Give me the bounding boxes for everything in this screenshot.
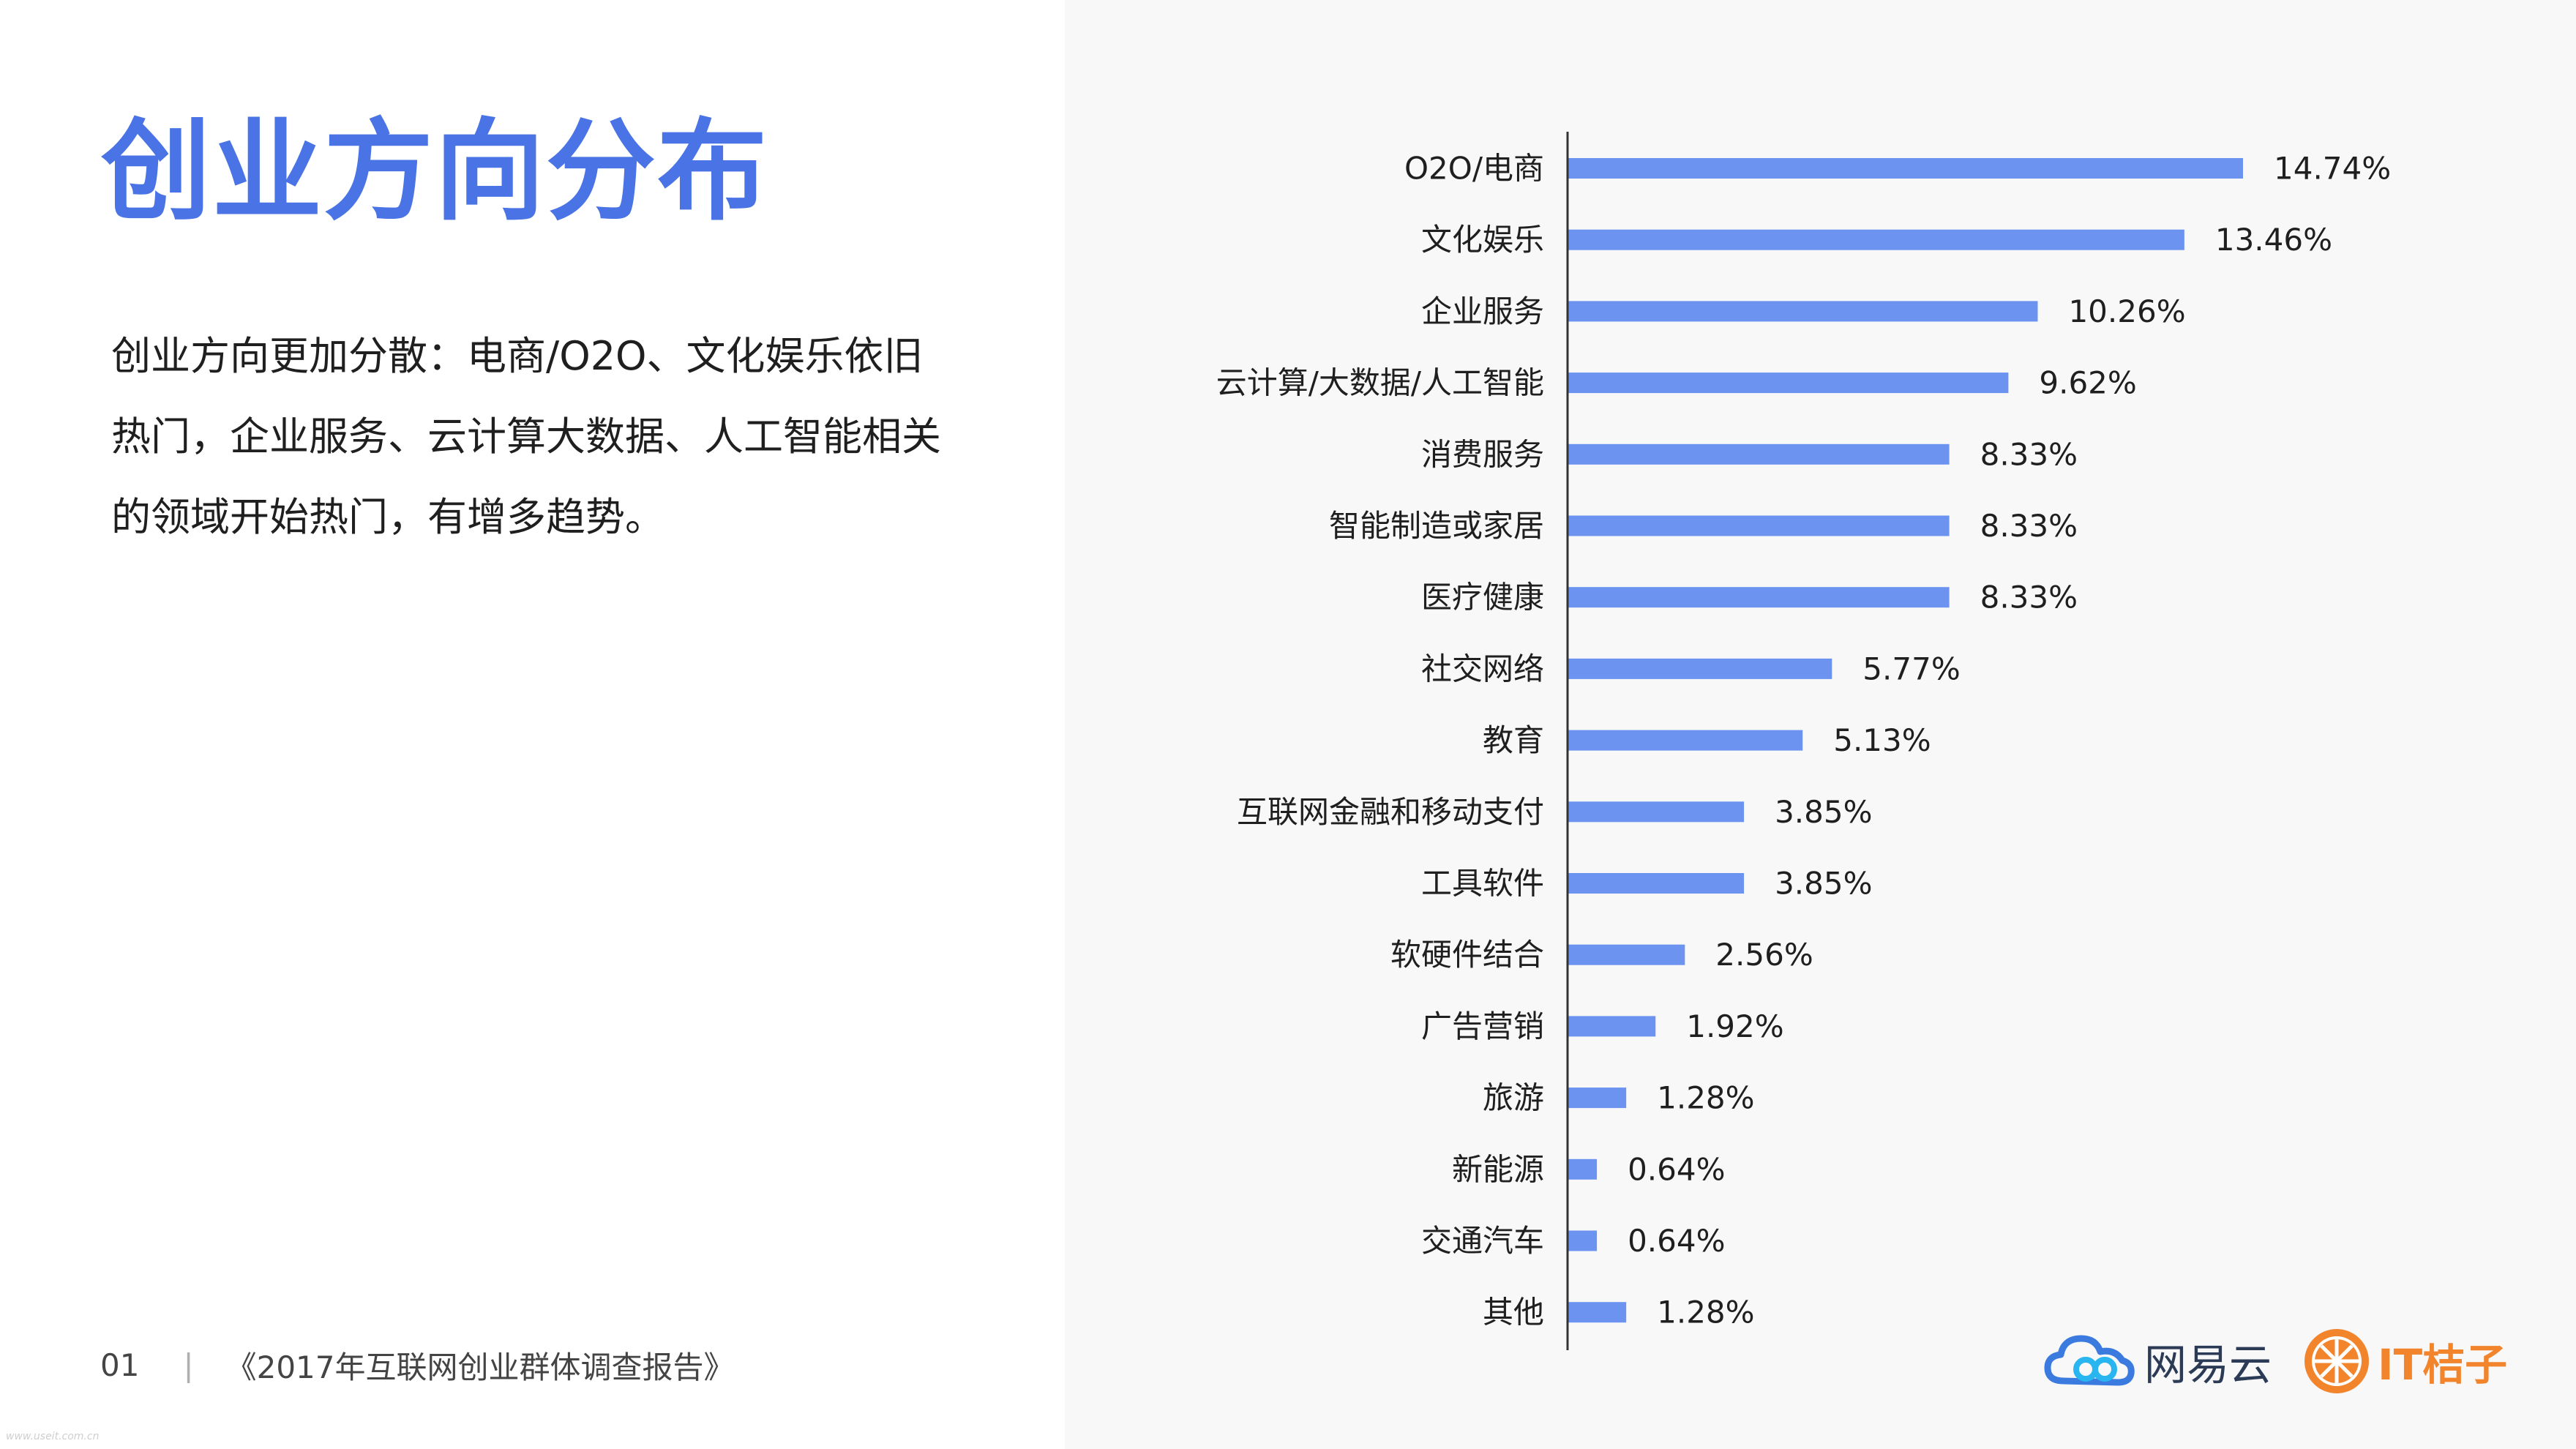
value-label: 8.33% [1980, 508, 2078, 544]
category-label: 智能制造或家居 [1329, 508, 1544, 544]
category-label: 消费服务 [1421, 436, 1544, 472]
bar [1568, 587, 1950, 608]
bar [1568, 873, 1745, 894]
orange-slice-logo-icon [2304, 1329, 2369, 1393]
value-label: 1.92% [1686, 1008, 1783, 1044]
footer-report-title: 《2017年互联网创业群体调查报告》 [225, 1349, 735, 1385]
value-label: 1.28% [1657, 1080, 1754, 1116]
bar [1568, 515, 1950, 536]
bar [1568, 229, 2184, 250]
itjuzi-logo: IT桔子 [2302, 1321, 2507, 1401]
itjuzi-logo-text: IT桔子 [2378, 1340, 2508, 1390]
bar [1568, 443, 1950, 465]
bar [1568, 1158, 1598, 1180]
category-label: 新能源 [1452, 1151, 1544, 1187]
wangyiyun-logo-text: 网易云 [2144, 1340, 2272, 1390]
category-label: 其他 [1483, 1295, 1544, 1330]
watermark-text: www.useit.com.cn [6, 1431, 100, 1442]
category-label: 云计算/大数据/人工智能 [1216, 365, 1544, 401]
footer-separator: | [183, 1347, 194, 1383]
category-label: 软硬件结合 [1390, 937, 1544, 973]
description-text: 创业方向更加分散：电商/O2O、文化娱乐依旧热门，企业服务、云计算大数据、人工智… [111, 333, 941, 540]
bar [1568, 730, 1803, 751]
category-label: 工具软件 [1421, 866, 1544, 902]
category-label: 广告营销 [1421, 1008, 1544, 1044]
value-label: 5.77% [1862, 651, 1960, 686]
bar [1568, 801, 1745, 823]
value-label: 8.33% [1980, 580, 2078, 615]
value-label: 0.64% [1628, 1151, 1725, 1187]
bar [1568, 1087, 1627, 1109]
value-label: 14.74% [2274, 151, 2391, 187]
category-label: 交通汽车 [1421, 1223, 1544, 1259]
page-title: 创业方向分布 [101, 108, 769, 236]
category-label: 医疗健康 [1421, 580, 1544, 615]
bar [1568, 301, 2038, 322]
value-label: 13.46% [2215, 222, 2332, 258]
value-label: 0.64% [1628, 1223, 1725, 1259]
value-label: 9.62% [2039, 365, 2136, 401]
bar [1568, 944, 1685, 965]
cloud-logo-icon [2044, 1335, 2135, 1386]
category-label: O2O/电商 [1404, 151, 1544, 187]
footer-page-number: 01 [100, 1347, 140, 1383]
category-label: 教育 [1483, 722, 1544, 758]
bar [1568, 1230, 1598, 1251]
value-label: 3.85% [1775, 866, 1872, 902]
footer: 01 | 《2017年互联网创业群体调查报告》 [100, 1343, 735, 1387]
bar [1568, 1016, 1656, 1037]
value-label: 3.85% [1775, 794, 1872, 830]
bar [1568, 372, 2009, 394]
bar [1568, 658, 1832, 679]
chart-bars: O2O/电商 14.74% 文化娱乐 13.46% 企业服务 10.26% 云计算/大数据/… [1216, 151, 2391, 1330]
category-label: 文化娱乐 [1421, 222, 1544, 258]
value-label: 5.13% [1833, 722, 1931, 758]
wangyiyun-logo: 网易云 [2042, 1321, 2272, 1401]
bar [1568, 1302, 1627, 1323]
value-label: 10.26% [2068, 293, 2185, 329]
value-label: 8.33% [1980, 436, 2078, 472]
value-label: 1.28% [1657, 1295, 1754, 1330]
category-label: 旅游 [1483, 1080, 1544, 1116]
category-label: 社交网络 [1421, 651, 1544, 686]
value-label: 2.56% [1715, 937, 1813, 973]
category-label: 企业服务 [1421, 293, 1544, 329]
category-label: 互联网金融和移动支付 [1237, 794, 1544, 830]
bar [1568, 158, 2243, 179]
